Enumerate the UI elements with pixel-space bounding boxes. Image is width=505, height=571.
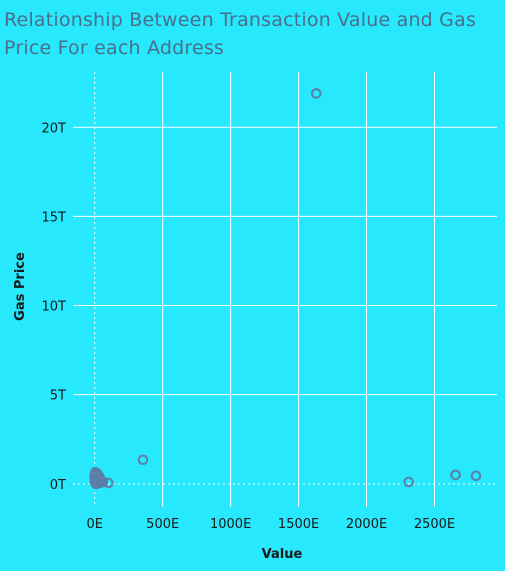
y-axis-ticks: 0T 5T 10T 15T 20T [42, 121, 67, 493]
y-axis-label: Gas Price [13, 252, 28, 321]
data-point [91, 467, 103, 479]
data-point [137, 454, 149, 466]
x-tick-label: 0E [86, 517, 103, 532]
y-tick-label: 15T [42, 210, 67, 225]
x-tick-label: 1000E [210, 517, 251, 532]
x-axis-label: Value [262, 547, 303, 562]
zero-lines [73, 72, 497, 507]
data-point [310, 88, 322, 99]
x-axis-ticks: 0E 500E 1000E 1500E 2000E 2500E [86, 517, 455, 532]
data-points [89, 88, 482, 490]
x-tick-label: 2500E [414, 517, 455, 532]
grid-lines [73, 72, 497, 507]
y-tick-label: 10T [42, 300, 67, 315]
x-tick-label: 1500E [278, 517, 319, 532]
x-tick-label: 500E [146, 517, 179, 532]
y-tick-label: 20T [42, 121, 67, 136]
y-tick-label: 0T [50, 478, 66, 493]
y-tick-label: 5T [50, 389, 66, 404]
x-tick-label: 2000E [346, 517, 387, 532]
data-point [97, 476, 109, 488]
data-point [470, 470, 482, 482]
chart-title: Relationship Between Transaction Value a… [4, 9, 477, 59]
data-point [403, 476, 414, 488]
data-point [450, 469, 461, 481]
